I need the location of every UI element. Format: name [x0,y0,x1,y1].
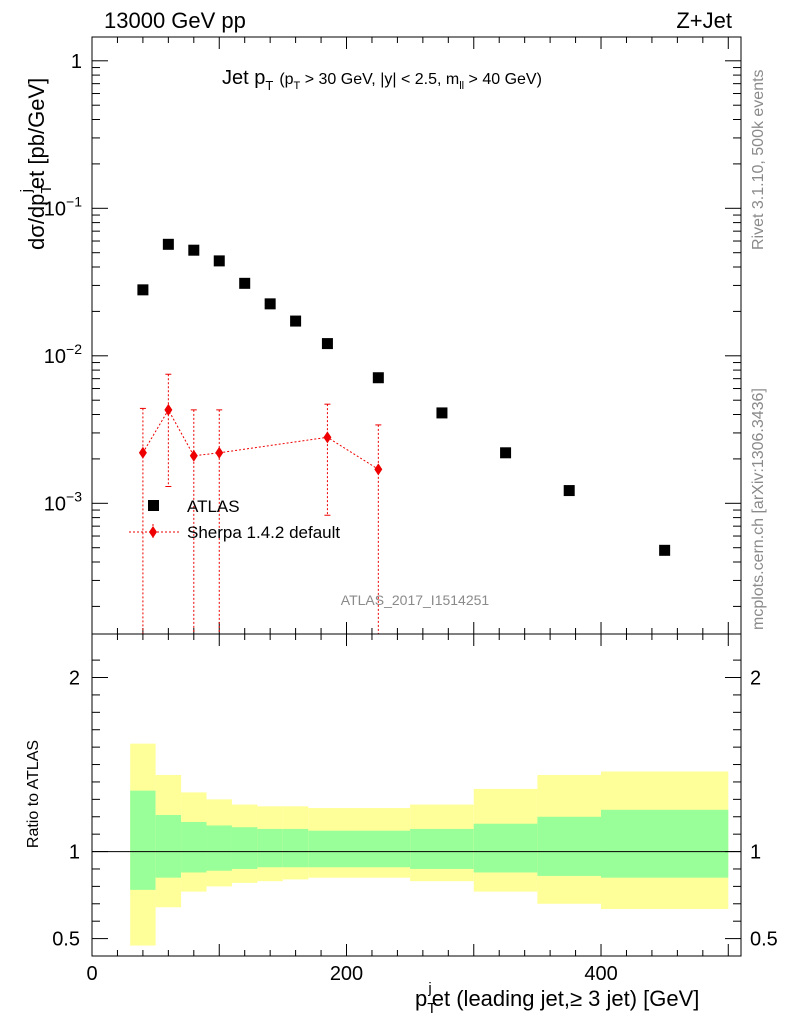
atlas-point-6 [290,315,302,327]
y-tick-base: 10 [44,493,66,515]
atlas-point-5 [264,298,276,310]
y-tick-label-3: 10−3 [44,488,82,515]
header-energy: 13000 GeV pp [104,8,246,33]
atlas-point-8 [372,372,384,384]
y-tick-exponent: −3 [66,488,82,504]
ratio-band-inner-10 [473,823,538,873]
atlas-point-4 [239,277,251,289]
ratio-band-inner-5 [257,828,283,868]
ratio-tick-label-right-0: 0.5 [750,929,778,951]
ratio-band-inner-7 [308,830,347,868]
sherpa-point-4 [323,431,332,444]
ratio-band-inner-11 [537,816,602,876]
analysis-label: ATLAS_2017_I1514251 [341,592,490,608]
rivet-version-text: Rivet 3.1.10, 500k events [750,69,767,250]
x-tick-label-2: 400 [584,963,617,985]
atlas-point-9 [436,407,448,419]
ratio-tick-label-right-2: 2 [750,668,761,690]
sherpa-point-5 [374,463,383,476]
atlas-point-0 [137,284,149,296]
mcplots-credit-text: mcplots.cern.ch [arXiv:1306.3436] [750,388,767,630]
y-tick-base: 10 [44,198,66,220]
ratio-band-inner-2 [181,821,207,873]
atlas-point-11 [563,485,575,497]
ratio-bands [92,743,741,946]
y-tick-label-1: 10−1 [44,193,82,220]
chart-title: Jet pT (pT > 30 GeV, |y| < 2.5, mll > 40 … [222,67,542,93]
ratio-tick-label-right-1: 1 [750,842,761,864]
sherpa-point-2 [189,449,198,462]
sherpa-point-0 [138,446,147,459]
y-tick-exponent: −2 [66,341,82,357]
sherpa-point-1 [164,403,173,416]
atlas-point-2 [188,244,200,256]
header-process: Z+Jet [676,8,732,33]
legend-label-atlas: ATLAS [187,497,240,516]
y-tick-label-2: 10−2 [44,341,82,368]
y-tick-base: 1 [71,51,82,73]
ratio-band-inner-12 [601,809,729,878]
x-tick-label-1: 200 [330,963,363,985]
y-axis-label: dσ/dpTjet [pb/GeV] [18,78,55,250]
ratio-tick-label-left-1: 1 [69,842,80,864]
legend: ATLAS Sherpa 1.4.2 default [129,497,340,542]
atlas-point-3 [213,255,225,267]
atlas-point-1 [162,238,174,250]
sherpa-point-3 [215,446,224,459]
y-tick-label-0: 1 [71,51,82,73]
x-tick-label-0: 0 [86,963,97,985]
ratio-tick-label-left-0: 0.5 [52,929,80,951]
ratio-band-inner-4 [231,827,258,869]
atlas-point-12 [659,544,671,556]
sherpa-line [142,408,379,470]
ratio-band-inner-8 [346,830,411,868]
y-tick-exponent: −1 [66,193,82,209]
x-axis-label: pTjet (leading jet,≥ 3 jet) [GeV] [415,980,699,1017]
ratio-band-inner-0 [130,790,156,890]
data-points [137,238,671,556]
ratio-band-inner-3 [206,825,232,871]
ratio-tick-label-left-2: 2 [69,668,80,690]
legend-marker-sherpa [149,526,157,538]
ratio-band-inner-6 [282,828,309,868]
ratio-band-inner-1 [155,815,182,878]
legend-label-sherpa: Sherpa 1.4.2 default [187,523,340,542]
ratio-panel-frame [91,633,742,957]
main-panel-frame [91,36,742,635]
legend-marker-atlas [148,500,159,511]
axis-ticks [91,37,741,956]
ratio-band-inner-9 [410,828,474,869]
ratio-y-axis-label: Ratio to ATLAS [25,740,42,848]
y-tick-base: 10 [44,346,66,368]
atlas-point-10 [500,447,512,459]
atlas-point-7 [321,338,333,350]
